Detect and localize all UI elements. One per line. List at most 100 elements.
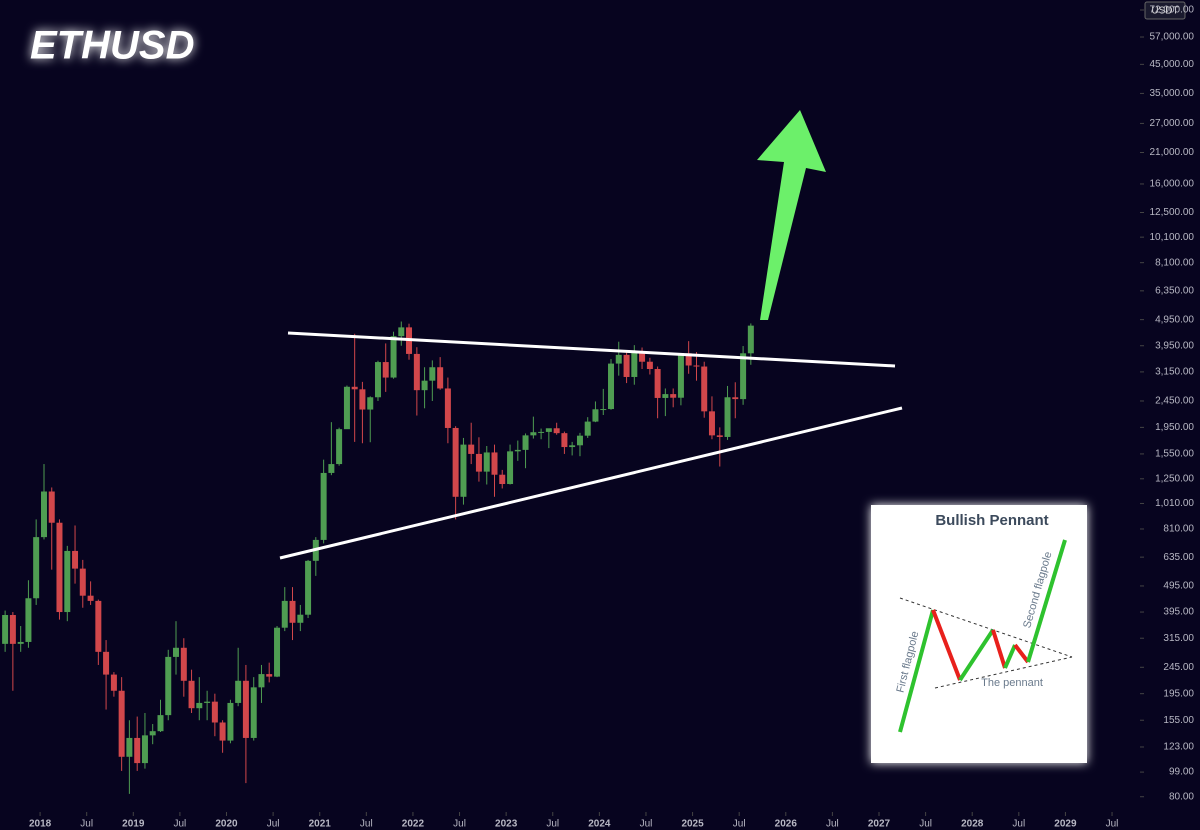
candle-body <box>95 600 102 652</box>
candle-body <box>499 474 506 485</box>
y-tick-label: 1,010.00 <box>1155 498 1194 509</box>
inset-line <box>931 609 962 681</box>
x-tick-label: 2026 <box>775 819 798 830</box>
y-tick-label: 245.00 <box>1163 662 1194 673</box>
candle-body <box>708 411 715 436</box>
inset-dash <box>899 597 1073 658</box>
candle-body <box>662 394 669 398</box>
candle-body <box>623 354 630 377</box>
candle-body <box>514 449 521 452</box>
x-tick-label: Jul <box>360 819 373 830</box>
candle-body <box>343 386 350 430</box>
candle-body <box>576 435 583 446</box>
candle-body <box>204 701 211 703</box>
candle-body <box>530 432 537 436</box>
inset-panel <box>871 505 1087 763</box>
title: ETHUSD <box>30 24 194 68</box>
candle-body <box>274 627 281 677</box>
candle-body <box>141 735 148 764</box>
x-tick-label: Jul <box>453 819 466 830</box>
y-tick-label: 3,950.00 <box>1155 340 1194 351</box>
currency-box <box>1144 1 1186 20</box>
candle-body <box>685 353 692 366</box>
candle-body <box>600 409 607 411</box>
inset: Bullish Pennant First flagpole Second fl… <box>871 505 1087 763</box>
candle-body <box>522 435 529 450</box>
candle-body <box>444 388 451 428</box>
candle-body <box>103 651 110 675</box>
candle-body <box>297 614 304 623</box>
candle-body <box>72 550 79 569</box>
candle-body <box>553 428 560 434</box>
candle-body <box>716 435 723 437</box>
inset-line <box>1003 644 1017 669</box>
lower-trendline <box>279 406 903 560</box>
y-tick-label: 45,000.00 <box>1150 59 1195 70</box>
candle-body <box>693 365 700 367</box>
arrow <box>757 110 826 320</box>
x-tick-label: Jul <box>546 819 559 830</box>
y-tick-label: 3,150.00 <box>1155 367 1194 378</box>
candle-body <box>569 445 576 448</box>
candle-body <box>421 380 428 391</box>
candle-body <box>320 472 327 540</box>
candle-body <box>64 550 71 613</box>
y-tick-label: 495.00 <box>1163 581 1194 592</box>
x-tick-label: Jul <box>826 819 839 830</box>
candle-body <box>538 431 545 433</box>
candle-body <box>359 389 366 410</box>
candle-body <box>33 537 40 599</box>
x-tick-label: 2021 <box>309 819 332 830</box>
candle-body <box>126 737 133 757</box>
candle-body <box>701 366 708 412</box>
candle-body <box>677 353 684 398</box>
candle-body <box>398 327 405 337</box>
candle-body <box>2 615 9 644</box>
candle-body <box>413 353 420 391</box>
x-tick-label: Jul <box>80 819 93 830</box>
y-tick-label: 155.00 <box>1163 715 1194 726</box>
candle-body <box>172 647 179 657</box>
candle-body <box>545 428 552 432</box>
y-tick-label: 1,250.00 <box>1155 473 1194 484</box>
y-tick-label: 635.00 <box>1163 552 1194 563</box>
candle-body <box>631 351 638 377</box>
candle-body <box>507 451 514 485</box>
candle-body <box>157 715 164 732</box>
inset-line <box>958 628 995 682</box>
y-tick-label: 2,450.00 <box>1155 396 1194 407</box>
candle-body <box>289 600 296 623</box>
candle-body <box>250 687 257 738</box>
y-tick-label: 810.00 <box>1163 524 1194 535</box>
candle-body <box>211 701 218 723</box>
candle-body <box>584 421 591 436</box>
y-tick-label: 10,100.00 <box>1150 232 1195 243</box>
x-tick-label: 2027 <box>868 819 891 830</box>
y-tick-label: 195.00 <box>1163 688 1194 699</box>
candle-body <box>351 386 358 390</box>
candle-body <box>374 362 381 398</box>
candle-body <box>25 598 32 642</box>
candle-body <box>165 656 172 716</box>
candle-body <box>235 680 242 703</box>
candle-body <box>149 731 156 736</box>
upper-trendline <box>287 331 896 368</box>
x-tick-label: Jul <box>640 819 653 830</box>
candle-body <box>336 429 343 465</box>
candle-body <box>592 409 599 422</box>
candle-body <box>48 491 55 523</box>
candle-body <box>367 397 374 410</box>
candle-body <box>110 674 117 691</box>
candle-body <box>390 336 397 378</box>
candle-body <box>281 600 288 628</box>
candle-body <box>483 452 490 472</box>
y-tick-label: 27,000.00 <box>1150 118 1195 129</box>
candle-body <box>87 595 94 601</box>
candle-body <box>670 394 677 398</box>
candle-body <box>188 680 195 709</box>
y-tick-label: 1,550.00 <box>1155 449 1194 460</box>
candle-body <box>475 453 482 472</box>
candle-body <box>266 674 273 677</box>
candle-body <box>56 522 63 613</box>
candle-body <box>180 647 187 681</box>
